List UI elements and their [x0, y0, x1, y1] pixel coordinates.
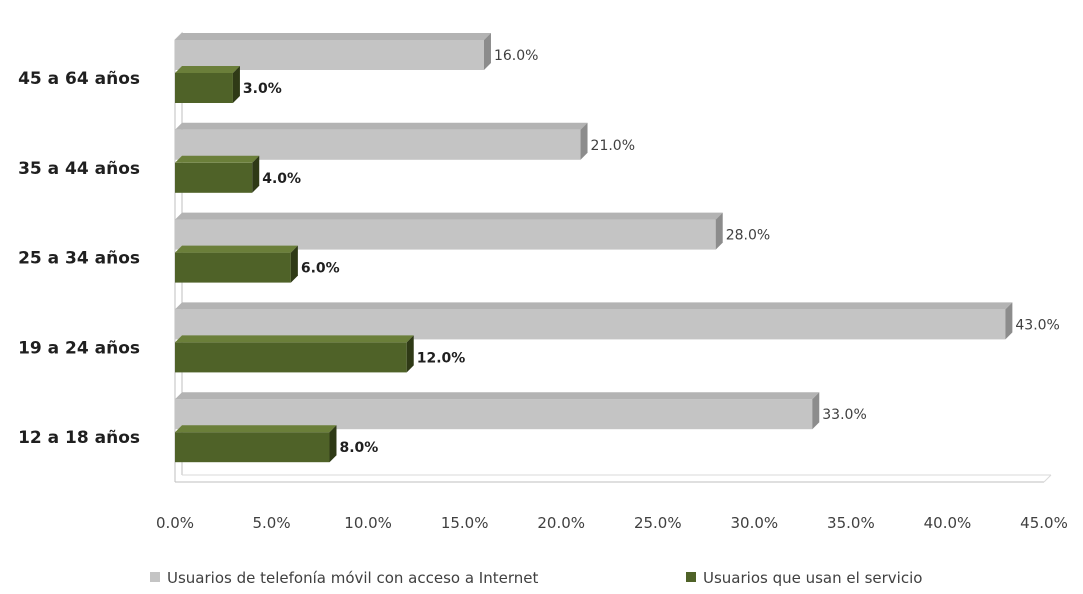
bar-top — [175, 392, 820, 400]
bar-series-2 — [175, 335, 414, 373]
bar-side — [812, 392, 820, 430]
bar-front — [175, 129, 581, 160]
x-tick-label: 25.0% — [634, 514, 682, 532]
legend-label-series-2: Usuarios que usan el servicio — [703, 569, 922, 587]
data-label-series-1: 16.0% — [494, 48, 538, 64]
data-label-series-2: 8.0% — [339, 440, 378, 456]
bar-front — [175, 309, 1006, 340]
labels: 16.0% 3.0% 45 a 64 años 21.0% 4.0% 35 a 44 añ… — [18, 48, 1060, 456]
bar-top — [175, 66, 240, 73]
bar-series-2 — [175, 155, 260, 193]
data-label-series-2: 6.0% — [301, 261, 340, 277]
bar-top — [175, 212, 723, 220]
x-tick-label: 5.0% — [253, 514, 291, 532]
bar-side — [290, 245, 298, 283]
legend-swatch-series-2 — [686, 572, 696, 582]
bar-side — [483, 33, 491, 70]
bar-series-2 — [175, 66, 240, 103]
data-label-series-1: 33.0% — [822, 407, 866, 423]
category-label: 19 a 24 años — [18, 338, 140, 358]
bar-series-1 — [175, 302, 1013, 340]
x-tick-label: 10.0% — [344, 514, 392, 532]
bar-front — [175, 252, 291, 283]
bar-side — [252, 155, 260, 193]
axes: 0.0% 5.0% 10.0% 15.0% 20.0% 25.0% 30.0% 35.0% 40… — [156, 31, 1068, 532]
bar-top — [175, 155, 260, 163]
bar-series-2 — [175, 425, 337, 463]
bar-front — [175, 162, 253, 193]
bar-side — [1005, 302, 1013, 340]
bar-series-2 — [175, 245, 298, 283]
category-label: 12 a 18 años — [18, 428, 140, 448]
category-label: 25 a 34 años — [18, 249, 140, 269]
x-tick-label: 40.0% — [924, 514, 972, 532]
legend: Usuarios de telefonía móvil con acceso a… — [150, 569, 922, 587]
bar-side — [232, 66, 240, 103]
bar-side — [715, 212, 723, 250]
category-label: 45 a 64 años — [18, 69, 140, 89]
legend-label-series-1: Usuarios de telefonía móvil con acceso a… — [167, 569, 538, 587]
data-label-series-2: 3.0% — [243, 81, 282, 97]
x-tick-label: 45.0% — [1020, 514, 1068, 532]
bar-side — [580, 122, 588, 160]
bar-series-1 — [175, 33, 491, 70]
bar-front — [175, 73, 233, 103]
bar-top — [175, 335, 414, 343]
data-label-series-2: 4.0% — [262, 171, 301, 187]
x-tick-label: 35.0% — [827, 514, 875, 532]
data-label-series-1: 21.0% — [591, 138, 635, 154]
bar-front — [175, 219, 716, 250]
category-label: 35 a 44 años — [18, 159, 140, 179]
bar-top — [175, 33, 491, 40]
bar-series-1 — [175, 122, 588, 160]
bar-front — [175, 40, 484, 70]
bar-top — [175, 302, 1013, 310]
bar-top — [175, 425, 337, 433]
bar-top — [175, 122, 588, 130]
data-label-series-1: 28.0% — [726, 228, 770, 244]
floor-right-edge — [1043, 474, 1052, 483]
legend-swatch-series-1 — [150, 572, 160, 582]
x-tick-label: 0.0% — [156, 514, 194, 532]
data-label-series-1: 43.0% — [1015, 317, 1059, 333]
bar-front — [175, 399, 813, 430]
bar-side — [329, 425, 337, 463]
x-tick-label: 15.0% — [441, 514, 489, 532]
bar-front — [175, 432, 330, 463]
x-tick-label: 20.0% — [537, 514, 585, 532]
bars — [175, 33, 1013, 463]
bar-front — [175, 342, 407, 373]
x-tick-label: 30.0% — [731, 514, 779, 532]
bar-top — [175, 245, 298, 253]
bar-series-1 — [175, 392, 820, 430]
bar-side — [406, 335, 414, 373]
bar-series-1 — [175, 212, 723, 250]
data-label-series-2: 12.0% — [417, 350, 466, 366]
